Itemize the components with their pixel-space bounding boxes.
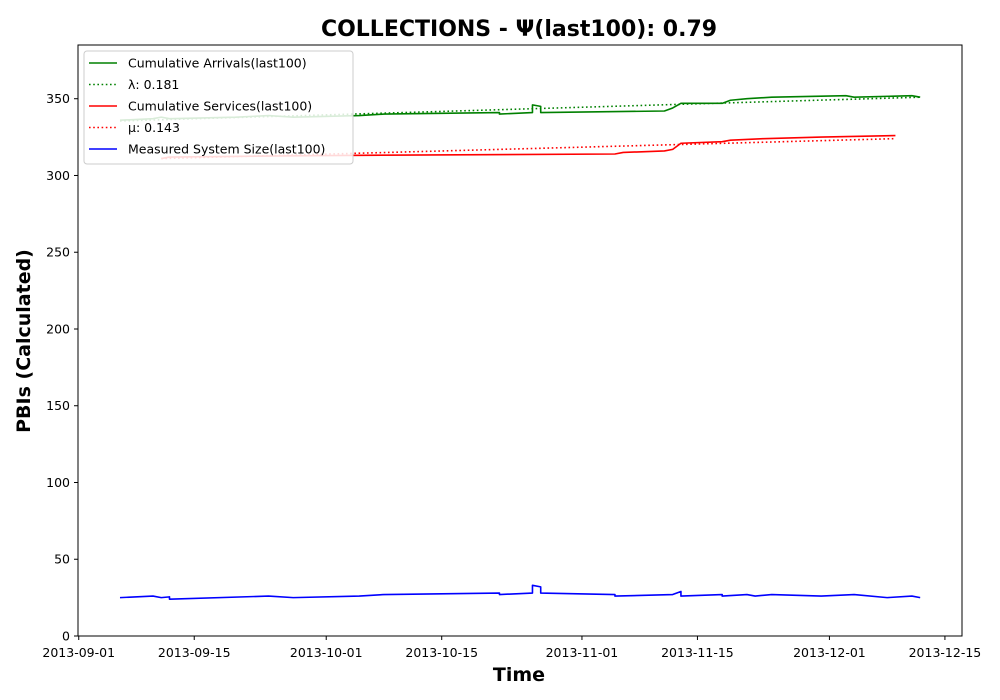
series-line-1 bbox=[119, 96, 921, 122]
legend-label: μ: 0.143 bbox=[128, 120, 180, 135]
legend-box bbox=[83, 50, 354, 165]
x-tick-label: 2013-12-15 bbox=[909, 645, 982, 660]
legend-label: Cumulative Arrivals(last100) bbox=[128, 56, 307, 71]
plot-area bbox=[77, 44, 963, 637]
y-tick-label: 150 bbox=[46, 398, 70, 413]
x-tick-label: 2013-10-15 bbox=[405, 645, 478, 660]
x-axis: 2013-09-01 2013-09-15 2013-10-01 2013-10-15… bbox=[42, 636, 981, 660]
legend-label: Measured System Size(last100) bbox=[128, 142, 325, 157]
x-tick-label: 2013-09-15 bbox=[158, 645, 231, 660]
y-tick-label: 250 bbox=[46, 245, 70, 260]
x-tick-label: 2013-10-01 bbox=[290, 645, 363, 660]
y-tick-label: 0 bbox=[62, 629, 70, 644]
x-tick-label: 2013-09-01 bbox=[42, 645, 115, 660]
legend-label: λ: 0.181 bbox=[128, 77, 179, 92]
chart-title: COLLECTIONS - Ψ(last100): 0.79 bbox=[321, 17, 717, 42]
legend: Cumulative Arrivals(last100) λ: 0.181 Cumu… bbox=[83, 50, 354, 165]
legend-label: Cumulative Services(last100) bbox=[128, 99, 312, 114]
series-line-4 bbox=[119, 584, 921, 600]
x-axis-label: Time bbox=[493, 664, 545, 686]
x-tick-label: 2013-12-01 bbox=[793, 645, 866, 660]
series-layer bbox=[119, 94, 921, 600]
x-tick-label: 2013-11-15 bbox=[661, 645, 734, 660]
x-tick-label: 2013-11-01 bbox=[546, 645, 619, 660]
y-tick-label: 100 bbox=[46, 475, 70, 490]
y-axis-label: PBIs (Calculated) bbox=[13, 249, 35, 433]
y-tick-label: 300 bbox=[46, 168, 70, 183]
y-tick-label: 50 bbox=[54, 552, 70, 567]
y-tick-label: 350 bbox=[46, 91, 70, 106]
y-axis: 0 50 100 150 200 250 300 350 bbox=[46, 91, 78, 644]
y-tick-label: 200 bbox=[46, 321, 70, 336]
